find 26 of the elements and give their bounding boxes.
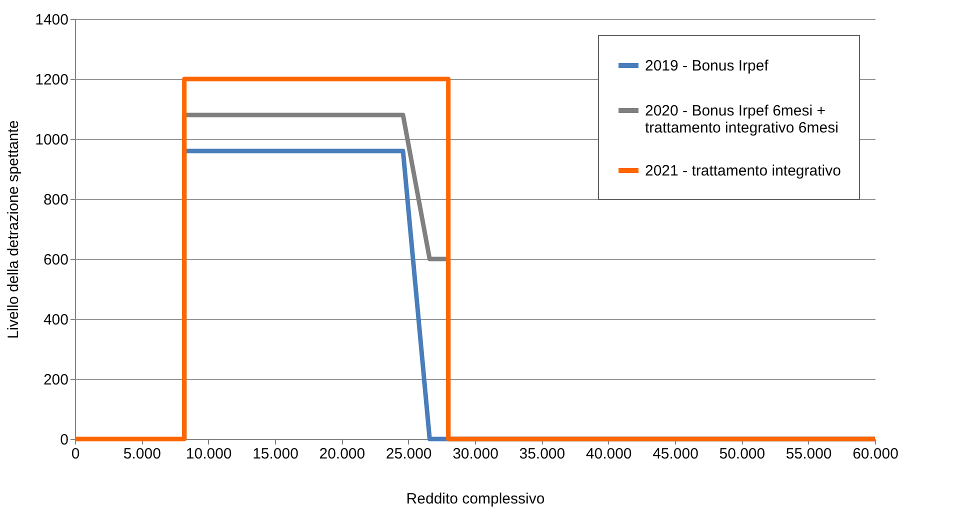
x-tick-label: 0 — [71, 446, 80, 462]
x-tick-label: 25.000 — [386, 446, 432, 462]
x-tick-label: 10.000 — [186, 446, 232, 462]
y-tick-label: 600 — [43, 252, 68, 268]
x-tick-label: 55.000 — [786, 446, 832, 462]
x-tick-label: 40.000 — [586, 446, 632, 462]
x-axis-title: Reddito complessivo — [406, 490, 545, 508]
y-tick-label: 400 — [43, 312, 68, 328]
y-tick-label: 1000 — [35, 132, 68, 148]
x-tick-label: 20.000 — [319, 446, 366, 462]
x-tick-label: 45.000 — [652, 446, 698, 462]
x-tick-label: 60.000 — [852, 446, 898, 462]
y-tick-label: 800 — [43, 192, 68, 208]
y-tick-label: 0 — [60, 432, 68, 448]
y-axis-title: Livello della detrazione spettante — [5, 120, 22, 339]
legend-label: 2020 - Bonus Irpef 6mesi + trattamento integrativo 6mesi — [645, 102, 838, 136]
x-tick-label: 50.000 — [719, 446, 766, 462]
x-tick-label: 30.000 — [452, 446, 498, 462]
y-tick-label: 1400 — [35, 12, 68, 28]
x-tick-label: 5.000 — [123, 446, 161, 462]
legend-label: 2019 - Bonus Irpef — [645, 58, 770, 74]
x-tick-label: 15.000 — [252, 446, 298, 462]
y-tick-label: 200 — [43, 372, 68, 388]
x-tick-label: 35.000 — [519, 446, 566, 462]
y-tick-label: 1200 — [35, 72, 68, 88]
legend-label: 2021 - trattamento integrativo — [645, 162, 841, 180]
